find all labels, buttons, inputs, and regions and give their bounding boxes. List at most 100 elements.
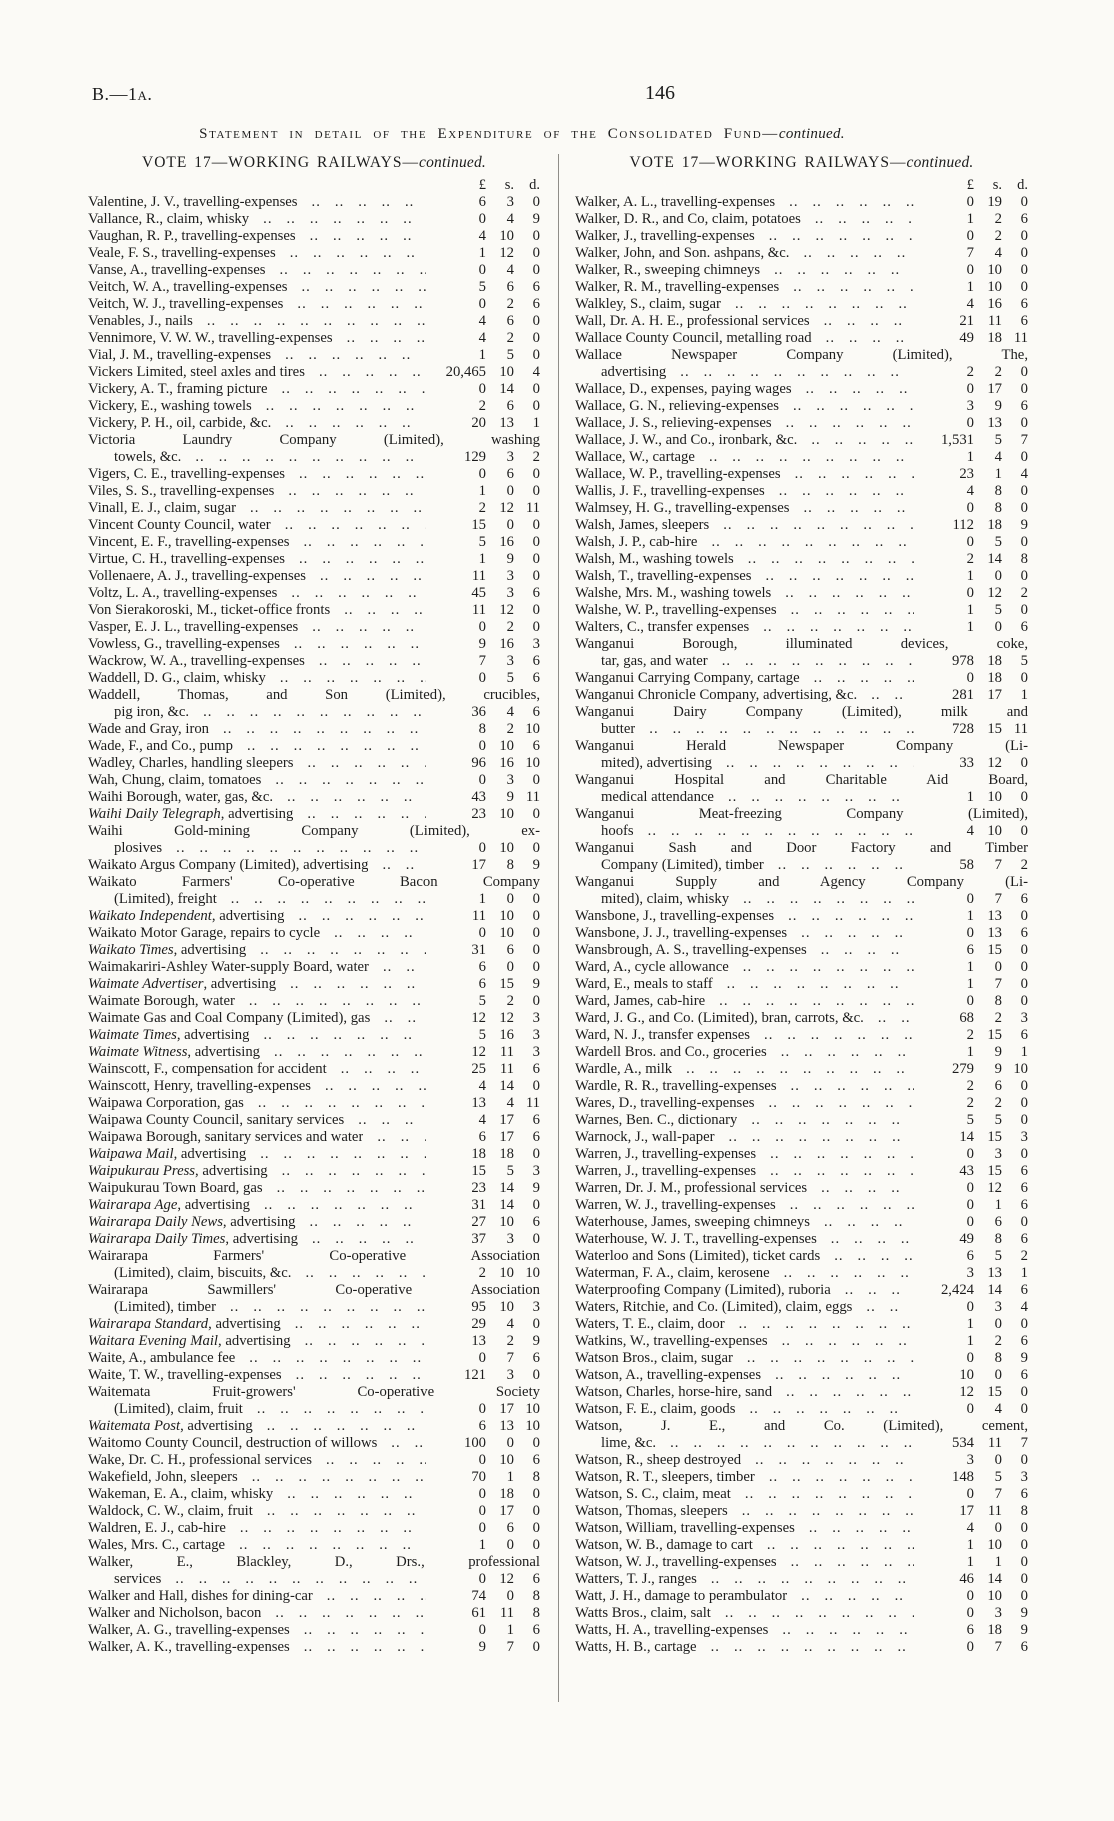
ledger-row: Wanganui Chronicle Company, advertising,… [575,687,1028,704]
entry-name-italic: Waimate Witness [88,1044,188,1060]
amount-pounds: 281 [951,687,974,703]
amount-shillings: 15 [499,976,514,992]
dot-leader: .. .. .. .. .. .. .. .. .. .. .. .. .. .… [274,1044,426,1060]
entry-name: Waikato Independent, advertising [88,908,285,924]
amount-shillings: 9 [994,1044,1002,1060]
dot-leader: .. .. .. .. .. .. .. .. .. .. .. .. .. .… [670,1435,914,1451]
dot-leader: .. .. .. .. .. .. .. .. .. .. .. .. .. .… [764,1027,914,1043]
entry-name: Wares, D., travelling-expenses [575,1095,755,1111]
entry-name: Waterloo and Sons (Limited), ticket card… [575,1248,821,1264]
dot-leader: .. .. .. .. .. .. .. .. .. .. .. .. .. .… [298,908,427,924]
amount-pence: 0 [532,262,540,278]
amount-shillings: 6 [994,1214,1002,1230]
amount-pence: 6 [1020,1639,1028,1655]
dot-leader: .. .. .. .. .. .. .. .. .. .. .. .. .. .… [805,381,914,397]
dot-leader: .. .. .. .. .. .. .. .. .. .. .. .. .. .… [297,296,426,312]
amount-pence: 0 [1020,534,1028,550]
amount-shillings: 10 [987,789,1002,805]
amount-pounds: 11 [471,602,486,618]
dot-leader: .. .. .. .. .. .. .. .. .. .. .. .. .. .… [649,721,914,737]
amount-shillings: 4 [506,262,514,278]
amount-shillings: 11 [987,1503,1002,1519]
entry-name: Warnock, J., wall-paper [575,1129,715,1145]
amount-shillings: 3 [506,449,514,465]
ledger-row: Vincent, E. F., travelling-expenses .. .… [88,534,540,551]
amount-pence: 6 [532,279,540,295]
amount-pence: 8 [532,1605,540,1621]
entry-name-continuation: (Limited), freight [114,891,217,907]
dot-leader: .. .. .. .. .. .. .. .. .. .. .. .. .. .… [830,1231,914,1247]
entry-name: Voltz, L. A., travelling-expenses [88,585,278,601]
dot-leader: .. .. .. .. .. .. .. .. .. .. .. .. .. .… [257,1095,426,1111]
amount-pounds: 12 [471,1010,486,1026]
dot-leader: .. .. .. .. .. .. .. .. .. .. .. .. .. .… [284,517,426,533]
amount-pounds: 0 [966,500,974,516]
amount-pence: 0 [532,1367,540,1383]
amount-pounds: 7 [966,245,974,261]
entry-name: Waters, Ritchie, and Co. (Limited), clai… [575,1299,853,1315]
dot-leader: .. .. .. .. .. .. .. .. .. .. .. .. .. .… [741,1503,914,1519]
dot-leader: .. .. .. .. .. .. .. .. .. .. .. .. .. .… [307,806,426,822]
dot-leader: .. .. .. .. .. .. .. .. .. .. .. .. .. .… [790,1554,914,1570]
dot-leader: .. .. .. .. .. .. .. .. .. .. .. .. .. .… [263,211,426,227]
page-title-text: Statement in detail of the Expenditure o… [199,126,779,142]
amount-shillings: 15 [987,1384,1002,1400]
ledger-row: Waipukurau Town Board, gas .. .. .. .. .… [88,1180,540,1197]
amount-pence: 1 [1020,1265,1028,1281]
dot-leader: .. .. .. .. .. .. .. .. .. .. .. .. .. .… [206,313,426,329]
amount-pence: 0 [1020,245,1028,261]
ledger-row: Walker and Nicholson, bacon .. .. .. .. … [88,1605,540,1622]
dot-leader: .. .. .. .. .. .. .. .. .. .. .. .. .. .… [844,1282,914,1298]
amount-pounds: 70 [471,1469,486,1485]
amount-pence: 5 [1020,653,1028,669]
amount-pounds: 4 [478,330,486,346]
entry-name: Wanganui Herald Newspaper Company (Li- [575,738,1028,754]
dot-leader: .. .. .. .. .. .. .. .. .. .. .. .. .. .… [790,602,914,618]
amount-pounds: 5 [478,993,486,1009]
ledger-row: Warnes, Ben. C., dictionary .. .. .. .. … [575,1112,1028,1129]
amount-shillings: 3 [506,1367,514,1383]
amount-pounds: 279 [951,1061,974,1077]
entry-name: Watts, H. A., travelling-expenses [575,1622,769,1638]
amount-pence: 0 [1020,1452,1028,1468]
ledger-row: Waitomo County Council, destruction of w… [88,1435,540,1452]
entry-name: Vickery, P. H., oil, carbide, &c. [88,415,272,431]
dot-leader: .. .. .. .. .. .. .. .. .. .. .. .. .. .… [647,823,914,839]
ledger-row: Waipawa County Council, sanitary service… [88,1112,540,1129]
dot-leader: .. .. .. .. .. .. .. .. .. .. .. .. .. .… [175,1571,426,1587]
entry-name: Wall, Dr. A. H. E., professional service… [575,313,810,329]
amount-pence: 0 [1020,1384,1028,1400]
amount-pence: 0 [532,1520,540,1536]
ledger-row: Ward, N. J., transfer expenses .. .. .. … [575,1027,1028,1044]
amount-pounds: 4 [966,823,974,839]
entry-name: Von Sierakoroski, M., ticket-office fron… [88,602,331,618]
amount-pence: 3 [1020,1010,1028,1026]
amount-shillings: 19 [987,194,1002,210]
amount-pence: 9 [532,976,540,992]
amount-pounds: 6 [478,194,486,210]
ledger-columns: VOTE 17—WORKING RAILWAYS—continued. £ s.… [88,152,1028,1702]
dot-leader: .. .. .. .. .. .. .. .. .. .. .. .. .. .… [789,1197,914,1213]
amount-pence: 3 [532,1044,540,1060]
amount-shillings: 11 [987,313,1002,329]
amount-pence: 0 [532,925,540,941]
amount-pence: 0 [532,1197,540,1213]
amount-pounds: 0 [966,925,974,941]
amount-pounds: 1 [966,1554,974,1570]
amount-shillings: 12 [987,585,1002,601]
entry-name: Walmsey, H. G., travelling-expenses [575,500,790,516]
amount-pence: 0 [532,517,540,533]
entry-name: Wanganui Borough, illuminated devices, c… [575,636,1028,652]
dot-leader: .. .. .. .. .. .. .. .. .. .. .. .. .. .… [814,211,914,227]
amount-shillings: 14 [987,1571,1002,1587]
ledger-row-continuation: services .. .. .. .. .. .. .. .. .. .. .… [88,1571,540,1588]
ledger-column-left: VOTE 17—WORKING RAILWAYS—continued. £ s.… [88,152,540,1656]
ledger-row: Waimate Gas and Coal Company (Limited), … [88,1010,540,1027]
entry-name-continuation: hoofs [601,823,634,839]
amount-pounds: 0 [478,1622,486,1638]
entry-name: Waterhouse, James, sweeping chimneys [575,1214,810,1230]
entry-name: Walker, A. L., travelling-expenses [575,194,776,210]
amount-pence: 6 [1020,313,1028,329]
entry-name: Wallace County Council, metalling road [575,330,812,346]
amount-shillings: 11 [499,1044,514,1060]
